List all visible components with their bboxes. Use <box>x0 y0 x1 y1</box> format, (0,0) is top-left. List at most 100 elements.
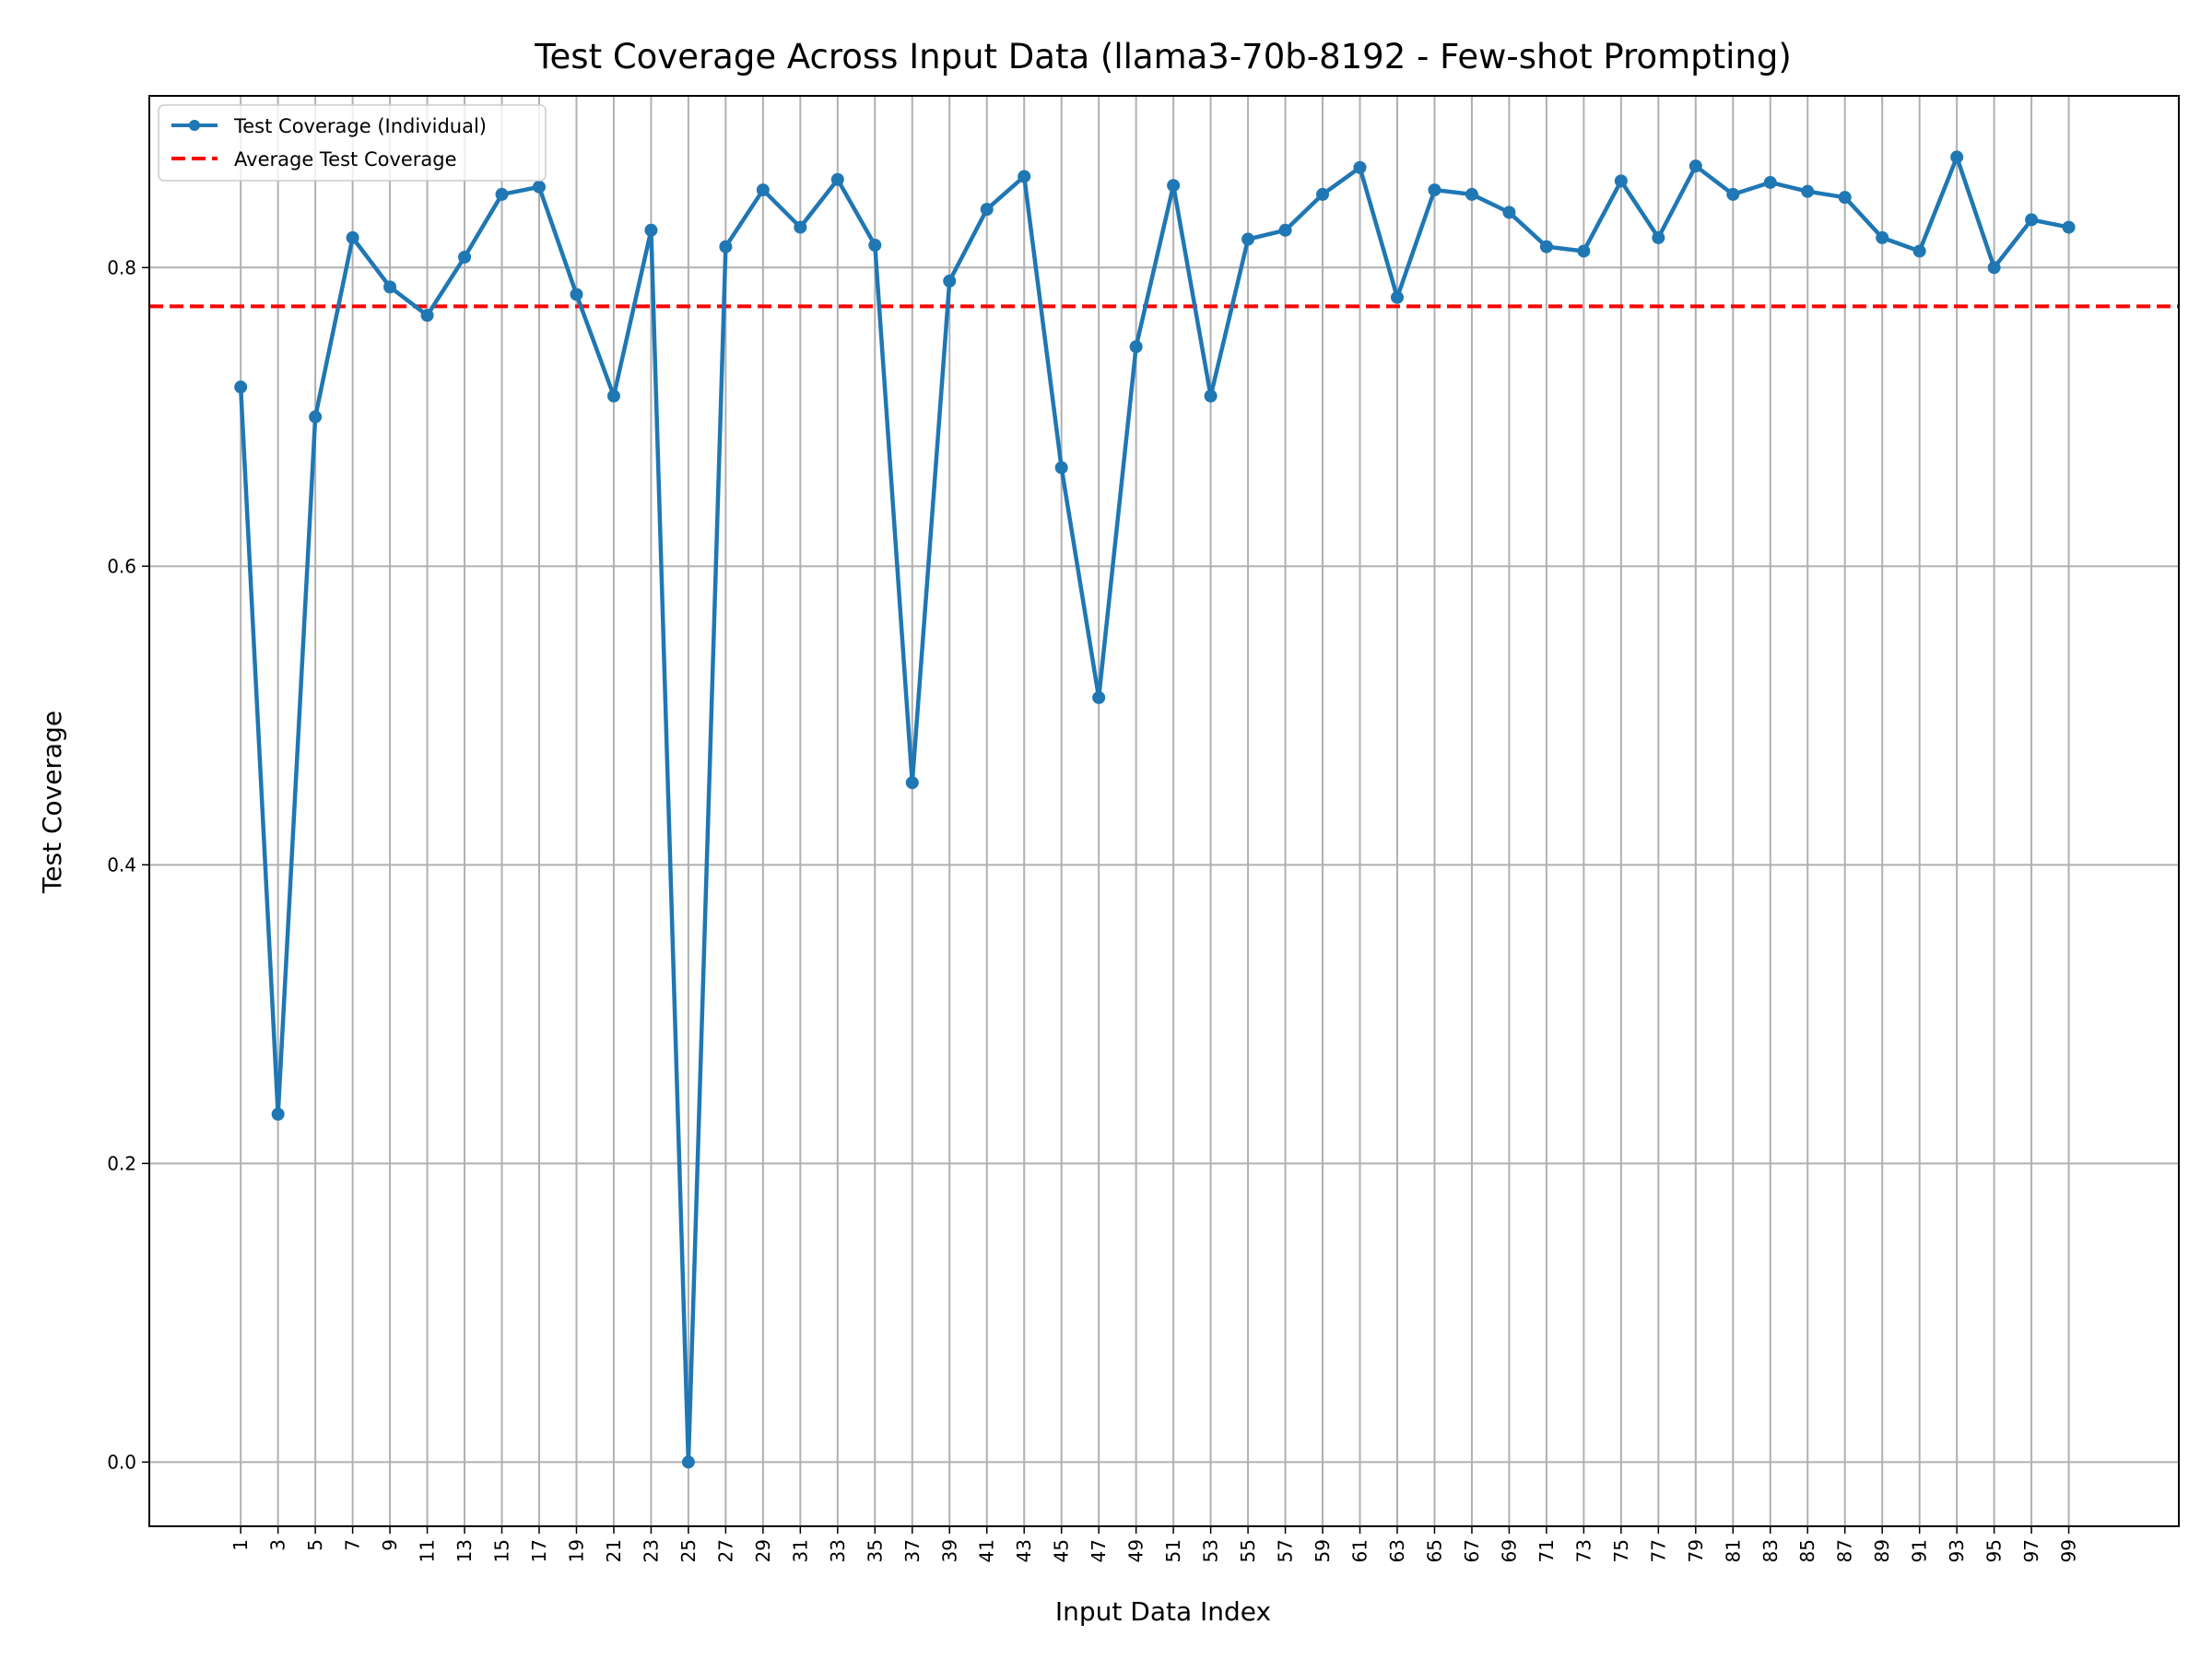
data-point <box>1912 244 1926 258</box>
x-tick-label: 27 <box>714 1539 736 1562</box>
x-tick-label: 61 <box>1349 1539 1371 1562</box>
x-tick-label: 57 <box>1275 1539 1297 1562</box>
y-tick-label: 0.8 <box>107 256 136 278</box>
data-point <box>1539 240 1553 253</box>
x-tick-label: 5 <box>304 1539 326 1551</box>
x-tick-label: 9 <box>379 1539 401 1551</box>
data-point <box>830 172 844 186</box>
data-point <box>756 183 770 197</box>
data-point <box>1577 244 1591 258</box>
data-point <box>1987 261 2001 275</box>
data-point <box>1688 159 1702 173</box>
x-tick-label: 63 <box>1386 1539 1408 1562</box>
data-point <box>1129 340 1143 354</box>
y-tick-label: 0.0 <box>107 1451 136 1473</box>
data-point <box>1204 389 1218 403</box>
data-point <box>1801 184 1815 198</box>
y-tick-label: 0.2 <box>107 1152 136 1174</box>
data-point <box>2025 213 2039 227</box>
x-tick-label: 41 <box>976 1539 998 1562</box>
data-point <box>1241 232 1255 246</box>
x-tick-label: 7 <box>342 1539 364 1551</box>
x-tick-label: 13 <box>453 1539 476 1562</box>
x-tick-label: 67 <box>1461 1539 1483 1562</box>
data-point <box>1763 175 1777 189</box>
data-point <box>1726 187 1740 201</box>
x-tick-label: 1 <box>229 1539 252 1551</box>
x-tick-label: 85 <box>1796 1539 1818 1562</box>
data-point <box>346 230 359 244</box>
x-tick-label: 19 <box>565 1539 587 1562</box>
x-tick-label: 87 <box>1834 1539 1856 1562</box>
data-point <box>943 274 957 288</box>
data-point <box>1278 223 1292 237</box>
data-point <box>868 239 882 253</box>
data-point <box>234 380 248 394</box>
x-tick-label: 83 <box>1759 1539 1782 1562</box>
data-point <box>458 250 472 264</box>
data-point <box>719 240 733 253</box>
data-point <box>420 309 434 323</box>
x-tick-label: 15 <box>491 1539 513 1562</box>
x-tick-label: 21 <box>603 1539 625 1562</box>
series-line-individual <box>238 155 2070 1465</box>
data-point <box>1614 174 1628 188</box>
x-tick-label: 99 <box>2058 1539 2080 1562</box>
data-point <box>570 288 583 301</box>
x-tick-label: 65 <box>1423 1539 1445 1562</box>
x-tick-label: 47 <box>1088 1539 1110 1562</box>
x-tick-label: 31 <box>789 1539 811 1562</box>
x-tick-label: 11 <box>417 1539 439 1562</box>
x-tick-label: 69 <box>1498 1539 1520 1562</box>
data-point <box>271 1107 285 1121</box>
x-tick-label: 51 <box>1162 1539 1184 1562</box>
y-tick-label: 0.6 <box>107 555 136 577</box>
chart-title: Test Coverage Across Input Data (llama3-… <box>534 37 1792 76</box>
grid <box>149 96 2179 1526</box>
data-point <box>383 280 397 294</box>
x-tick-label: 45 <box>1051 1539 1073 1562</box>
x-tick-label: 29 <box>752 1539 774 1562</box>
x-tick-label: 3 <box>267 1539 289 1551</box>
data-point <box>905 776 919 790</box>
x-tick-label: 23 <box>640 1539 662 1562</box>
plot-frame <box>148 95 2180 1527</box>
series-layer <box>234 150 2076 1469</box>
data-point <box>1428 183 1441 197</box>
x-tick-label: 49 <box>1125 1539 1147 1562</box>
x-tick-label: 89 <box>1871 1539 1893 1562</box>
x-tick-label: 43 <box>1013 1539 1035 1562</box>
legend-box <box>158 104 547 182</box>
ticks: 1 3 5 7 9 11 13 15 17 19 21 23 25 27 29 31 33 35 37 39 41 43 4… <box>107 256 2079 1562</box>
y-tick-label: 0.4 <box>107 853 136 876</box>
data-point <box>532 180 546 194</box>
data-point <box>1054 461 1068 475</box>
data-point <box>2062 220 2076 234</box>
data-point <box>1950 150 1964 164</box>
data-point <box>1092 690 1106 704</box>
x-tick-label: 91 <box>1909 1539 1931 1562</box>
data-point <box>1390 290 1404 304</box>
data-point <box>1353 160 1367 174</box>
data-point <box>1465 187 1478 201</box>
x-tick-label: 39 <box>938 1539 960 1562</box>
legend-label-individual: Test Coverage (Individual) <box>233 115 487 137</box>
x-axis-label: Input Data Index <box>1055 1596 1271 1627</box>
data-point <box>1876 230 1889 244</box>
data-point <box>1316 187 1330 201</box>
y-axis-label: Test Coverage <box>37 711 67 894</box>
x-tick-label: 59 <box>1312 1539 1334 1562</box>
legend-marker-individual <box>189 120 200 131</box>
data-point <box>1652 230 1665 244</box>
x-tick-label: 37 <box>901 1539 924 1562</box>
data-point <box>980 203 994 217</box>
x-tick-label: 55 <box>1237 1539 1259 1562</box>
x-tick-label: 73 <box>1572 1539 1594 1562</box>
x-tick-label: 93 <box>1946 1539 1968 1562</box>
x-tick-label: 81 <box>1722 1539 1744 1562</box>
x-tick-label: 71 <box>1535 1539 1558 1562</box>
data-point <box>606 389 620 403</box>
x-tick-label: 35 <box>864 1539 886 1562</box>
